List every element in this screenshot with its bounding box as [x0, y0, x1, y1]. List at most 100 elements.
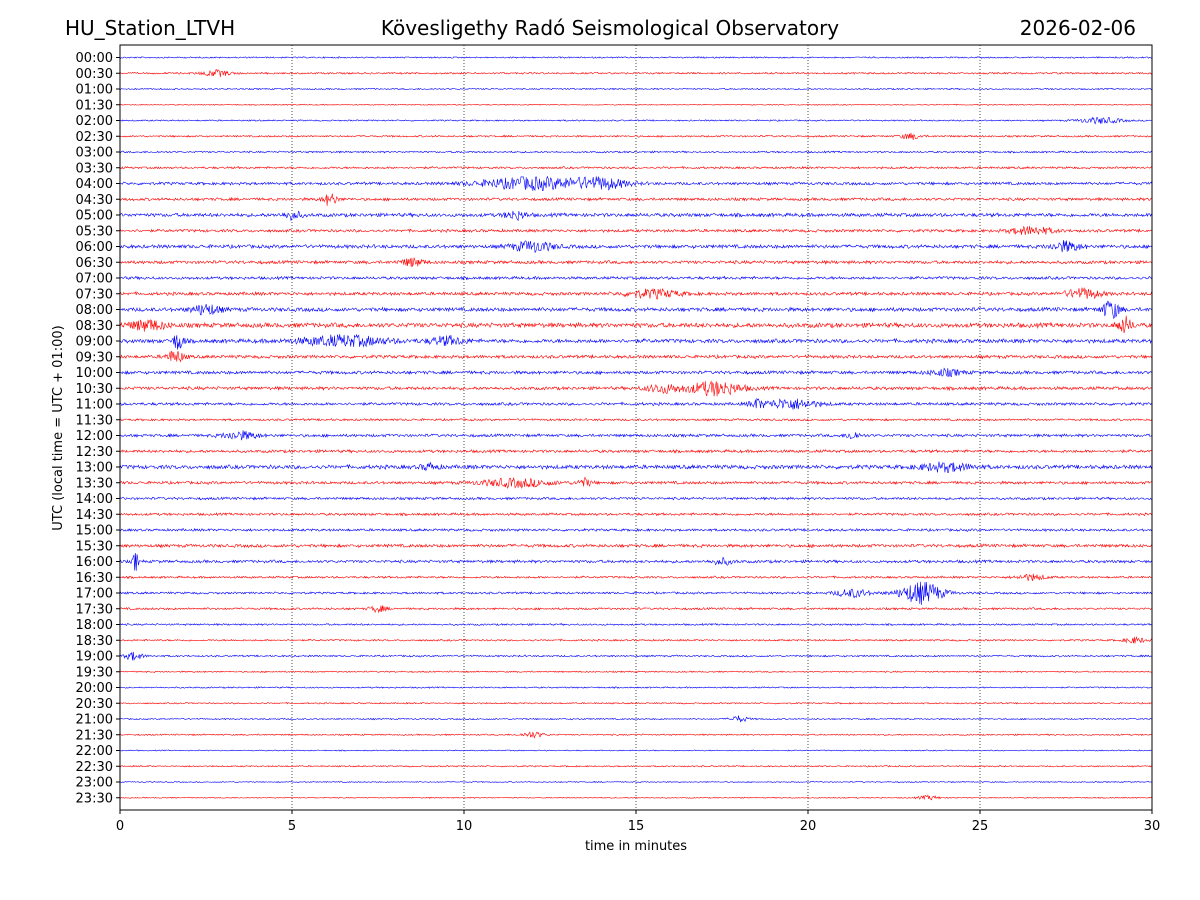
trace-row [119, 417, 1153, 422]
trace-row [119, 749, 1152, 752]
y-tick-label: 02:00 [76, 114, 113, 129]
y-tick-label: 09:30 [76, 350, 113, 365]
y-tick-label: 13:30 [76, 476, 113, 491]
trace-row [119, 367, 1153, 378]
plot-frame [119, 44, 1153, 811]
y-tick-label: 22:00 [76, 744, 113, 759]
trace-row [119, 527, 1153, 533]
y-tick-label: 02:30 [76, 130, 113, 145]
x-tick-label: 5 [288, 819, 296, 834]
trace-row [119, 287, 1153, 300]
trace-row [119, 87, 1153, 91]
y-tick-label: 06:30 [76, 256, 113, 271]
trace-row [120, 670, 1153, 674]
trace-row [119, 581, 1153, 606]
trace-row [119, 543, 1153, 549]
y-tick-label: 16:00 [76, 555, 113, 570]
y-tick-label: 01:00 [76, 83, 113, 98]
y-tick-label: 19:30 [76, 665, 113, 680]
x-tick-label: 25 [972, 819, 989, 834]
y-tick-label: 01:30 [76, 98, 113, 113]
y-tick-label: 21:30 [76, 728, 113, 743]
y-tick-label: 05:00 [76, 209, 113, 224]
trace-row [119, 275, 1153, 281]
x-tick-labels: 0 5 10 15 20 25 30 [116, 810, 1160, 834]
trace-row [119, 225, 1153, 235]
y-tick-label: 13:00 [76, 461, 113, 476]
x-axis-label: time in minutes [585, 839, 687, 854]
trace-row [119, 397, 1153, 410]
trace-row [119, 315, 1153, 334]
x-tick-label: 20 [800, 819, 817, 834]
trace-row [119, 430, 1153, 441]
y-tick-label: 21:00 [76, 713, 113, 728]
y-tick-label: 04:00 [76, 177, 113, 192]
y-tick-label: 05:30 [76, 224, 113, 239]
y-tick-label: 20:30 [76, 697, 113, 712]
trace-row [119, 461, 1153, 473]
trace-row [119, 333, 1153, 350]
trace-row [119, 300, 1153, 320]
y-tick-label: 17:00 [76, 587, 113, 602]
trace-row [119, 56, 1153, 59]
y-tick-label: 18:30 [76, 634, 113, 649]
y-tick-label: 20:00 [76, 681, 113, 696]
trace-row [119, 794, 1153, 801]
trace-row [119, 380, 1153, 397]
y-tick-label: 08:30 [76, 319, 113, 334]
y-axis-label: UTC (local time = UTC + 01:00) [51, 325, 66, 530]
y-tick-label: 11:30 [76, 413, 113, 428]
y-tick-label: 18:00 [76, 618, 113, 633]
trace-row [119, 651, 1153, 661]
y-tick-label: 14:30 [76, 508, 113, 523]
y-tick-label: 15:00 [76, 524, 113, 539]
trace-row [119, 512, 1153, 517]
y-tick-label: 00:30 [76, 67, 113, 82]
y-tick-label: 10:00 [76, 366, 113, 381]
trace-row [119, 764, 1153, 768]
x-tick-label: 30 [1144, 819, 1161, 834]
y-tick-label: 08:00 [76, 303, 113, 318]
y-tick-labels: 00:0000:3001:0001:3002:0002:3003:0003:30… [76, 51, 120, 806]
trace-row [119, 636, 1153, 644]
x-tick-label: 0 [116, 819, 124, 834]
y-tick-label: 12:30 [76, 445, 113, 460]
trace-row [119, 573, 1153, 582]
trace-row [119, 448, 1153, 454]
y-tick-label: 17:30 [76, 602, 113, 617]
x-tick-label: 15 [628, 819, 645, 834]
y-tick-label: 10:30 [76, 382, 113, 397]
trace-row [119, 132, 1153, 141]
trace-row [119, 731, 1153, 739]
y-tick-label: 23:00 [76, 776, 113, 791]
y-tick-label: 00:00 [76, 51, 113, 66]
y-tick-label: 09:00 [76, 335, 113, 350]
trace-row [119, 193, 1153, 206]
x-tick-label: 10 [456, 819, 473, 834]
y-tick-label: 23:30 [76, 791, 113, 806]
y-tick-label: 16:30 [76, 571, 113, 586]
trace-row [119, 165, 1153, 170]
y-tick-label: 03:30 [76, 161, 113, 176]
trace-row [119, 701, 1153, 705]
trace-row [119, 552, 1153, 571]
y-tick-label: 07:30 [76, 287, 113, 302]
y-tick-label: 15:30 [76, 539, 113, 554]
station-label: HU_Station_LTVH [65, 16, 235, 40]
trace-row [119, 715, 1152, 723]
y-tick-label: 07:00 [76, 272, 113, 287]
gridlines [291, 45, 981, 810]
y-tick-label: 22:30 [76, 760, 113, 775]
y-tick-label: 06:00 [76, 240, 113, 255]
chart-title: Kövesligethy Radó Seismological Observat… [381, 16, 839, 40]
trace-row [119, 622, 1153, 627]
trace-row [119, 350, 1153, 363]
trace-row [119, 686, 1153, 689]
y-tick-label: 04:30 [76, 193, 113, 208]
trace-row [119, 175, 1153, 191]
y-tick-label: 12:00 [76, 429, 113, 444]
trace-row [119, 69, 1153, 77]
trace-row [119, 780, 1153, 784]
trace-row [119, 210, 1153, 222]
y-tick-label: 11:00 [76, 398, 113, 413]
